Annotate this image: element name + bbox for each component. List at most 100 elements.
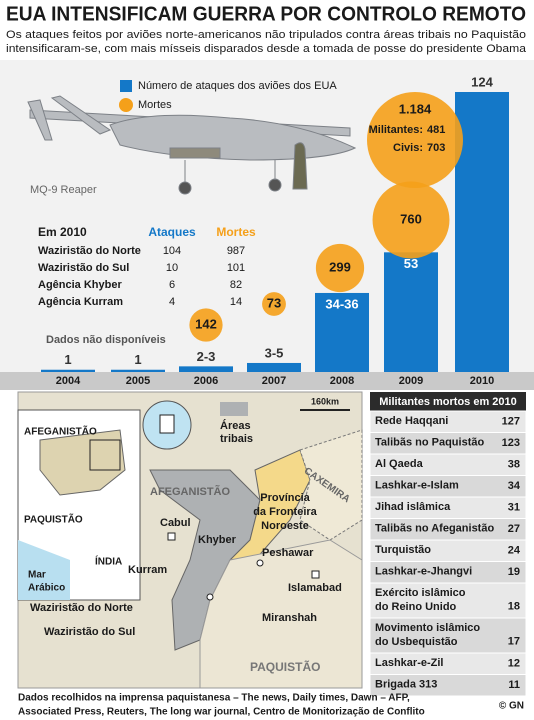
inset-focus (89, 439, 121, 471)
legend-swatch (220, 402, 248, 416)
map-label: AFEGANISTÃO (24, 425, 97, 438)
bubble-label: 299 (329, 259, 351, 274)
table-header: Mortes (216, 225, 256, 239)
legend-label: Número de ataques dos aviões dos EUA (138, 80, 337, 92)
death-bubble (262, 292, 286, 316)
city-marker (206, 593, 214, 601)
row-value: 24 (508, 545, 521, 557)
map-label: da Fronteira (253, 506, 317, 518)
subtitle: Os ataques feitos por aviões norte-ameri… (6, 29, 526, 41)
bar (111, 369, 165, 372)
subtitle: intensificaram-se, com mais mísseis disp… (6, 43, 527, 55)
map-label: Província (260, 492, 310, 504)
row-name: Turquistão (375, 544, 431, 556)
legend-swatch (120, 80, 132, 92)
death-bubble (189, 308, 223, 342)
map-label: Mar (28, 570, 46, 581)
bar (455, 92, 509, 372)
row-value: 18 (508, 600, 520, 612)
breakdown-label: Militantes: (369, 124, 423, 136)
bubble-label: 1.184 (399, 101, 432, 116)
breakdown-value: 703 (427, 142, 445, 154)
table-cell: 14 (230, 296, 242, 308)
title: EUA INTENSIFICAM GUERRA POR CONTROLO REM… (6, 3, 526, 25)
inset-afghanistan (39, 429, 126, 496)
bar (247, 362, 301, 372)
legend-swatch (119, 98, 133, 112)
bar-value-label: 1 (64, 352, 71, 367)
map-label: Khyber (198, 534, 237, 546)
inset-sea (18, 540, 70, 600)
map-label: Áreas (220, 419, 251, 432)
map-label: AFEGANISTÃO (150, 485, 231, 498)
row-value: 31 (508, 502, 520, 514)
map-label: Peshawar (262, 547, 314, 559)
x-tick-label: 2010 (470, 375, 494, 387)
credit: © GN (499, 701, 524, 712)
row-value: 17 (508, 635, 520, 647)
map-label: Miranshah (262, 612, 317, 624)
row-name: Rede Haqqani (375, 415, 448, 427)
breakdown-value: 481 (427, 124, 445, 136)
x-tick-label: 2004 (56, 375, 81, 387)
table-cell: 6 (169, 279, 175, 291)
row-name: Talibãs no Afeganistão (375, 522, 494, 534)
pakistan-area (199, 539, 363, 689)
row-name: Exército islâmico (375, 587, 466, 599)
row-value: 12 (508, 658, 520, 670)
bar (41, 369, 95, 372)
bar-value-label: 1 (134, 352, 141, 367)
row-name: Movimento islâmico (375, 622, 480, 634)
row-value: 34 (508, 480, 521, 492)
death-bubble (367, 92, 463, 188)
bar-value-label: 2-3 (197, 349, 216, 364)
bubble-label: 142 (195, 316, 217, 331)
bar-value-label: 34-36 (325, 296, 358, 311)
table-title: Militantes mortos em 2010 (379, 396, 517, 408)
table-cell: Waziristão do Norte (38, 245, 141, 257)
legend-label: Mortes (138, 99, 172, 111)
map-label: Islamabad (288, 582, 342, 594)
table-row (369, 582, 527, 619)
map-label: PAQUISTÃO (24, 513, 83, 526)
map-label: 160km (311, 396, 339, 406)
bubble-label: 73 (267, 295, 281, 310)
row-value: 11 (508, 679, 520, 691)
table-row (369, 674, 527, 697)
source: Associated Press, Reuters, The long war … (18, 707, 425, 718)
death-bubble (372, 181, 450, 259)
city-marker (256, 559, 264, 567)
bar-value-label: 3-5 (265, 345, 284, 360)
table-cell: 101 (227, 262, 245, 274)
annotation: Dados não disponíveis (46, 334, 166, 346)
table-title: Em 2010 (38, 225, 87, 239)
bubble-label: 760 (400, 211, 422, 226)
x-tick-label: 2007 (262, 375, 286, 387)
map-label: PAQUISTÃO (250, 659, 320, 674)
row-value: 127 (502, 416, 520, 428)
bar (315, 292, 369, 372)
table-header-bg (370, 392, 526, 411)
map-label: Kurram (128, 564, 167, 576)
bar-value-label: 53 (404, 256, 418, 271)
city-marker (311, 570, 320, 579)
row-name: do Usbequistão (375, 636, 458, 648)
map-label: Arábico (28, 583, 65, 594)
table-cell: Waziristão do Sul (38, 262, 129, 274)
death-bubble (315, 243, 365, 293)
city-marker (167, 532, 176, 541)
map-label: Waziristão do Sul (44, 626, 135, 638)
map-label: Noroeste (261, 520, 309, 532)
drone-illustration (27, 95, 357, 195)
row-name: Lashkar-e-Islam (375, 479, 459, 491)
bar (179, 366, 233, 372)
source: Dados recolhidos na imprensa paquistanes… (18, 693, 410, 704)
bar (384, 252, 438, 372)
x-tick-label: 2005 (126, 375, 150, 387)
row-name: Brigada 313 (375, 678, 437, 690)
x-tick-label: 2009 (399, 375, 423, 387)
table-cell: 4 (169, 296, 175, 308)
table-cell: 10 (166, 262, 178, 274)
row-name: Lashkar-e-Jhangvi (375, 565, 472, 577)
